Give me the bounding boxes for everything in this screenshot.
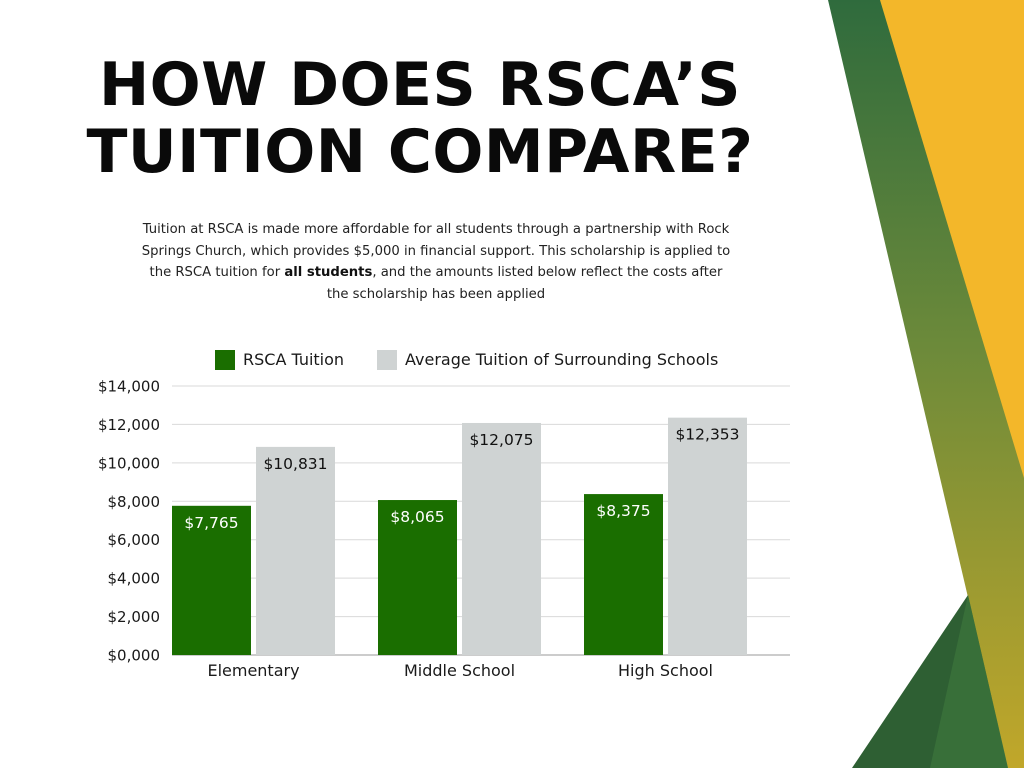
data-label: $8,375	[596, 502, 650, 520]
description-bold: all students	[284, 265, 373, 280]
description-text: Tuition at RSCA is made more affordable …	[140, 219, 732, 305]
y-tick-label: $4,000	[108, 570, 161, 588]
bar-rsca	[378, 500, 457, 655]
legend-swatch-average	[377, 350, 397, 370]
y-tick-label: $14,000	[98, 378, 160, 396]
legend-label: RSCA Tuition	[243, 350, 344, 369]
title-line-1: HOW DOES RSCA’S	[98, 50, 742, 120]
legend-label: Average Tuition of Surrounding Schools	[405, 350, 718, 369]
x-tick-label: High School	[618, 661, 713, 680]
x-tick-label: Middle School	[404, 661, 515, 680]
bar-average	[256, 446, 335, 655]
bar-average	[462, 422, 541, 655]
bar-average	[668, 417, 747, 655]
y-tick-label: $12,000	[98, 416, 160, 434]
x-tick-label: Elementary	[207, 661, 299, 680]
tuition-bar-chart: $0,000 $2,000 $4,000 $6,000 $8,000 $10,000 $12…	[98, 350, 790, 680]
y-tick-label: $2,000	[108, 608, 161, 626]
data-label: $7,765	[184, 514, 238, 532]
page-title: HOW DOES RSCA’S TUITION COMPARE?	[60, 52, 780, 186]
green-corner-highlight	[930, 595, 1008, 768]
bar-rsca	[584, 494, 663, 655]
data-label: $12,075	[469, 431, 533, 449]
title-line-2: TUITION COMPARE?	[86, 117, 754, 187]
description-part-1: Tuition at RSCA is made more affordable …	[141, 222, 731, 280]
data-label: $8,065	[390, 508, 444, 526]
green-ribbon-shape	[828, 0, 1024, 768]
data-label: $10,831	[263, 455, 327, 473]
y-tick-label: $10,000	[98, 454, 160, 472]
description-part-2: , and the amounts listed below reflect t…	[326, 265, 723, 302]
y-tick-label: $0,000	[108, 647, 161, 665]
data-label: $12,353	[675, 426, 739, 444]
bar-rsca	[172, 505, 251, 655]
legend-swatch-rsca	[215, 350, 235, 370]
y-tick-label: $6,000	[108, 531, 161, 549]
y-tick-label: $8,000	[108, 493, 161, 511]
